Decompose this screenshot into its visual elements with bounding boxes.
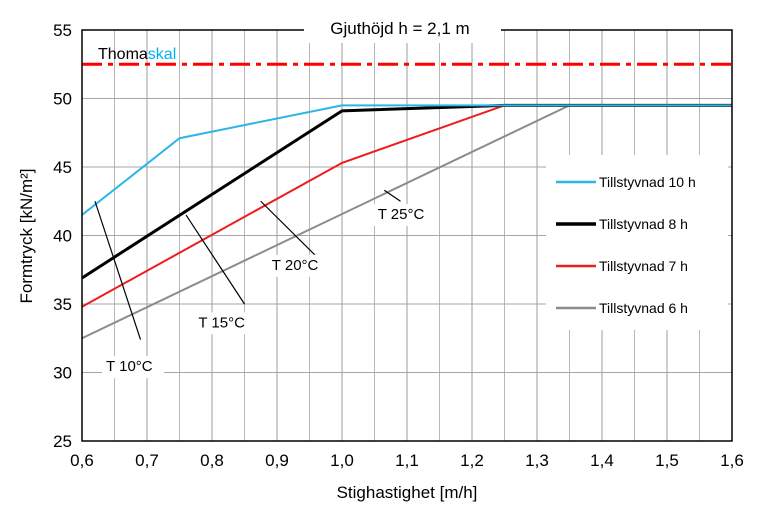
annotation-box — [373, 204, 436, 227]
x-tick-label: 0,7 — [135, 451, 159, 470]
y-tick-label: 35 — [53, 295, 72, 314]
y-axis-label: Formtryck [kN/m²] — [17, 168, 36, 303]
x-tick-labels: 0,6 0,7 0,8 0,9 1,0 1,1 1,2 1,3 1,4 1,5 1,6 — [70, 451, 744, 470]
chart-title: Gjuthöjd h = 2,1 m — [330, 19, 469, 38]
y-tick-label: 25 — [53, 432, 72, 451]
annotation-box — [267, 254, 330, 277]
y-tick-label: 50 — [53, 90, 72, 109]
legend-item-label: Tillstyvnad 6 h — [599, 300, 688, 316]
legend: Tillstyvnad 10 h Tillstyvnad 8 h Tillstyvn… — [546, 155, 728, 330]
y-tick-label: 55 — [53, 21, 72, 40]
x-tick-label: 1,6 — [720, 451, 744, 470]
brand-label-part1: Thoma — [98, 46, 148, 63]
title-box — [304, 13, 501, 43]
x-tick-label: 1,5 — [655, 451, 679, 470]
series-line — [81, 104, 732, 216]
legend-item-label: Tillstyvnad 7 h — [599, 258, 688, 274]
series-group — [81, 103, 732, 340]
y-tick-label: 30 — [53, 364, 72, 383]
x-tick-label: 1,2 — [460, 451, 484, 470]
annotation-leader — [383, 189, 401, 202]
annotation-leader — [94, 201, 142, 340]
y-tick-label: 40 — [53, 227, 72, 246]
annotation-box — [194, 312, 257, 335]
x-tick-label: 1,1 — [395, 451, 419, 470]
x-tick-label: 0,6 — [70, 451, 94, 470]
annotation-label: T 20°C — [272, 257, 319, 274]
annotation-label: T 15°C — [198, 314, 245, 331]
y-tick-labels: 25 30 35 40 45 50 55 — [53, 21, 72, 451]
annotation-leader — [260, 200, 317, 257]
annotations-group: T 10°C T 15°C T 20°C T 25°C — [94, 189, 436, 379]
annotation-leader — [185, 214, 246, 305]
annotation-label: T 25°C — [378, 206, 425, 223]
legend-item-label: Tillstyvnad 10 h — [599, 174, 696, 190]
annotation-label: T 10°C — [106, 358, 153, 375]
annotation-box — [102, 356, 165, 379]
legend-box — [546, 155, 728, 330]
y-tick-label: 45 — [53, 158, 72, 177]
x-axis-label: Stighastighet [m/h] — [337, 483, 478, 502]
x-tick-label: 0,8 — [200, 451, 224, 470]
x-tick-label: 0,9 — [265, 451, 289, 470]
x-tick-label: 1,4 — [590, 451, 614, 470]
x-tick-label: 1,0 — [330, 451, 354, 470]
legend-item-label: Tillstyvnad 8 h — [599, 216, 688, 232]
brand-label-part2: skal — [148, 46, 176, 63]
brand-label: Thomaskal — [98, 46, 176, 63]
x-tick-label: 1,3 — [525, 451, 549, 470]
